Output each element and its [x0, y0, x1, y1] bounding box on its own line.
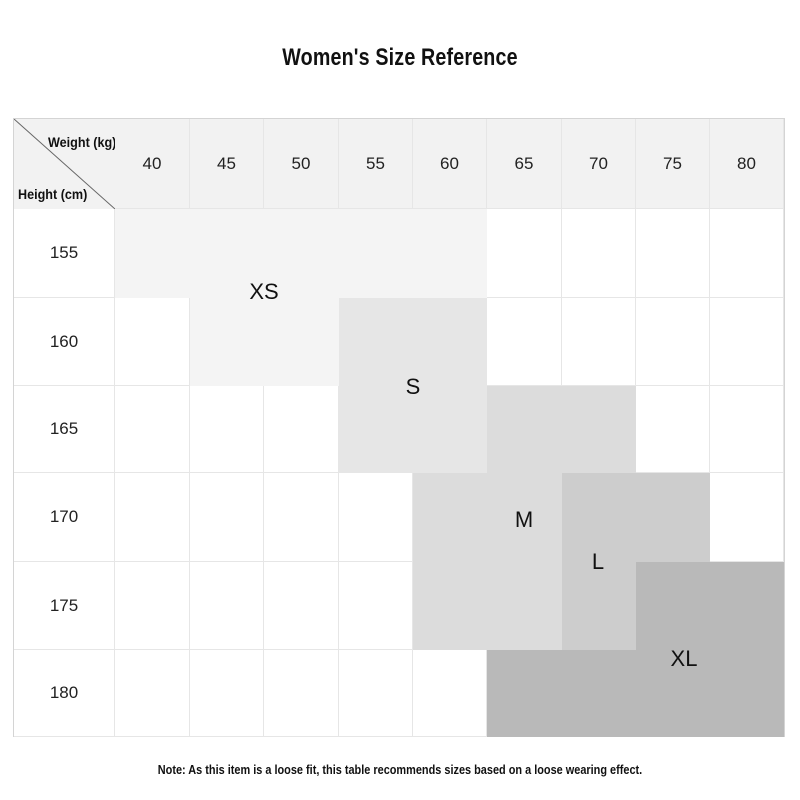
size-zone-cell-xl	[710, 650, 784, 737]
table-cell	[264, 650, 339, 737]
table-cell	[115, 298, 190, 386]
size-zone-cell-xs	[413, 209, 487, 298]
table-cell	[115, 473, 190, 562]
size-zone-cell-xs	[190, 298, 264, 386]
weight-header-cell: 55	[339, 119, 413, 209]
size-zone-cell-xl	[487, 650, 562, 737]
table-cell	[487, 209, 562, 298]
table-cell	[636, 209, 710, 298]
table-cell	[710, 298, 784, 386]
table-cell	[190, 650, 264, 737]
table-cell	[562, 209, 636, 298]
size-zone-cell-m	[487, 473, 562, 562]
table-cell	[190, 386, 264, 473]
table-cell	[636, 298, 710, 386]
size-label-xs: XS	[249, 279, 279, 304]
size-zone-cell-xl	[636, 562, 710, 650]
table-cell	[710, 386, 784, 473]
table-cell	[264, 386, 339, 473]
height-row-header: 180	[14, 650, 115, 737]
page-title: Women's Size Reference	[282, 44, 518, 71]
table-cell	[264, 473, 339, 562]
weight-header-cell: 80	[710, 119, 784, 209]
size-zone-cell-xs	[264, 209, 339, 298]
weight-header-cell: 45	[190, 119, 264, 209]
table-cell	[339, 473, 413, 562]
table-cell	[710, 209, 784, 298]
size-zone-cell-xs	[115, 209, 190, 298]
size-zone-cell-xs	[264, 298, 339, 386]
table-corner: Weight (kg) Height (cm)	[14, 119, 116, 209]
size-zone-cell-l	[562, 473, 636, 562]
height-axis-label: Height (cm)	[18, 186, 88, 202]
size-zone-cell-xl	[562, 650, 636, 737]
table-cell	[413, 650, 487, 737]
size-zone-cell-s	[339, 386, 413, 473]
table-cell	[710, 473, 784, 562]
height-row-header: 160	[14, 298, 115, 386]
weight-header-cell: 50	[264, 119, 339, 209]
weight-header-cell: 70	[562, 119, 636, 209]
height-row-header: 165	[14, 386, 115, 473]
size-zone-cell-m	[413, 562, 487, 650]
size-zone-cell-m	[487, 386, 562, 473]
table-cell	[115, 386, 190, 473]
height-row-header: 170	[14, 473, 115, 562]
table-cell	[190, 562, 264, 650]
size-zone-cell-xl	[636, 650, 710, 737]
size-zone-cell-l	[636, 473, 710, 562]
size-zone-cell-m	[487, 562, 562, 650]
size-zone-cell-xs	[190, 209, 264, 298]
size-table: Weight (kg) Height (cm) 40 45 50 55 60 65 70 75…	[13, 118, 785, 737]
size-zone-cell-s	[413, 298, 487, 386]
table-cell	[636, 386, 710, 473]
table-cell	[115, 650, 190, 737]
weight-header-cell: 60	[413, 119, 487, 209]
size-zone-cell-xs	[339, 209, 413, 298]
size-zone-cell-m	[413, 473, 487, 562]
table-cell	[487, 298, 562, 386]
weight-header-cell: 65	[487, 119, 562, 209]
size-label-s: S	[405, 374, 421, 399]
table-cell	[562, 298, 636, 386]
size-zone-cell-s	[339, 298, 413, 386]
weight-header-cell: 75	[636, 119, 710, 209]
size-label-m: M	[514, 507, 534, 532]
table-cell	[190, 473, 264, 562]
height-row-header: 155	[14, 209, 115, 298]
size-zone-cell-l	[562, 562, 636, 650]
size-zone-cell-xl	[710, 562, 784, 650]
fit-note: Note: As this item is a loose fit, this …	[157, 762, 643, 777]
size-label-l: L	[591, 549, 605, 574]
table-cell	[115, 562, 190, 650]
weight-header-cell: 40	[115, 119, 190, 209]
weight-axis-label: Weight (kg)	[48, 134, 117, 150]
size-zone-cell-m	[562, 386, 636, 473]
table-cell	[264, 562, 339, 650]
table-cell	[339, 650, 413, 737]
corner-diagonal-line	[14, 119, 115, 209]
height-row-header: 175	[14, 562, 115, 650]
size-label-xl: XL	[670, 646, 698, 671]
table-cell	[339, 562, 413, 650]
size-zone-cell-s	[413, 386, 487, 473]
